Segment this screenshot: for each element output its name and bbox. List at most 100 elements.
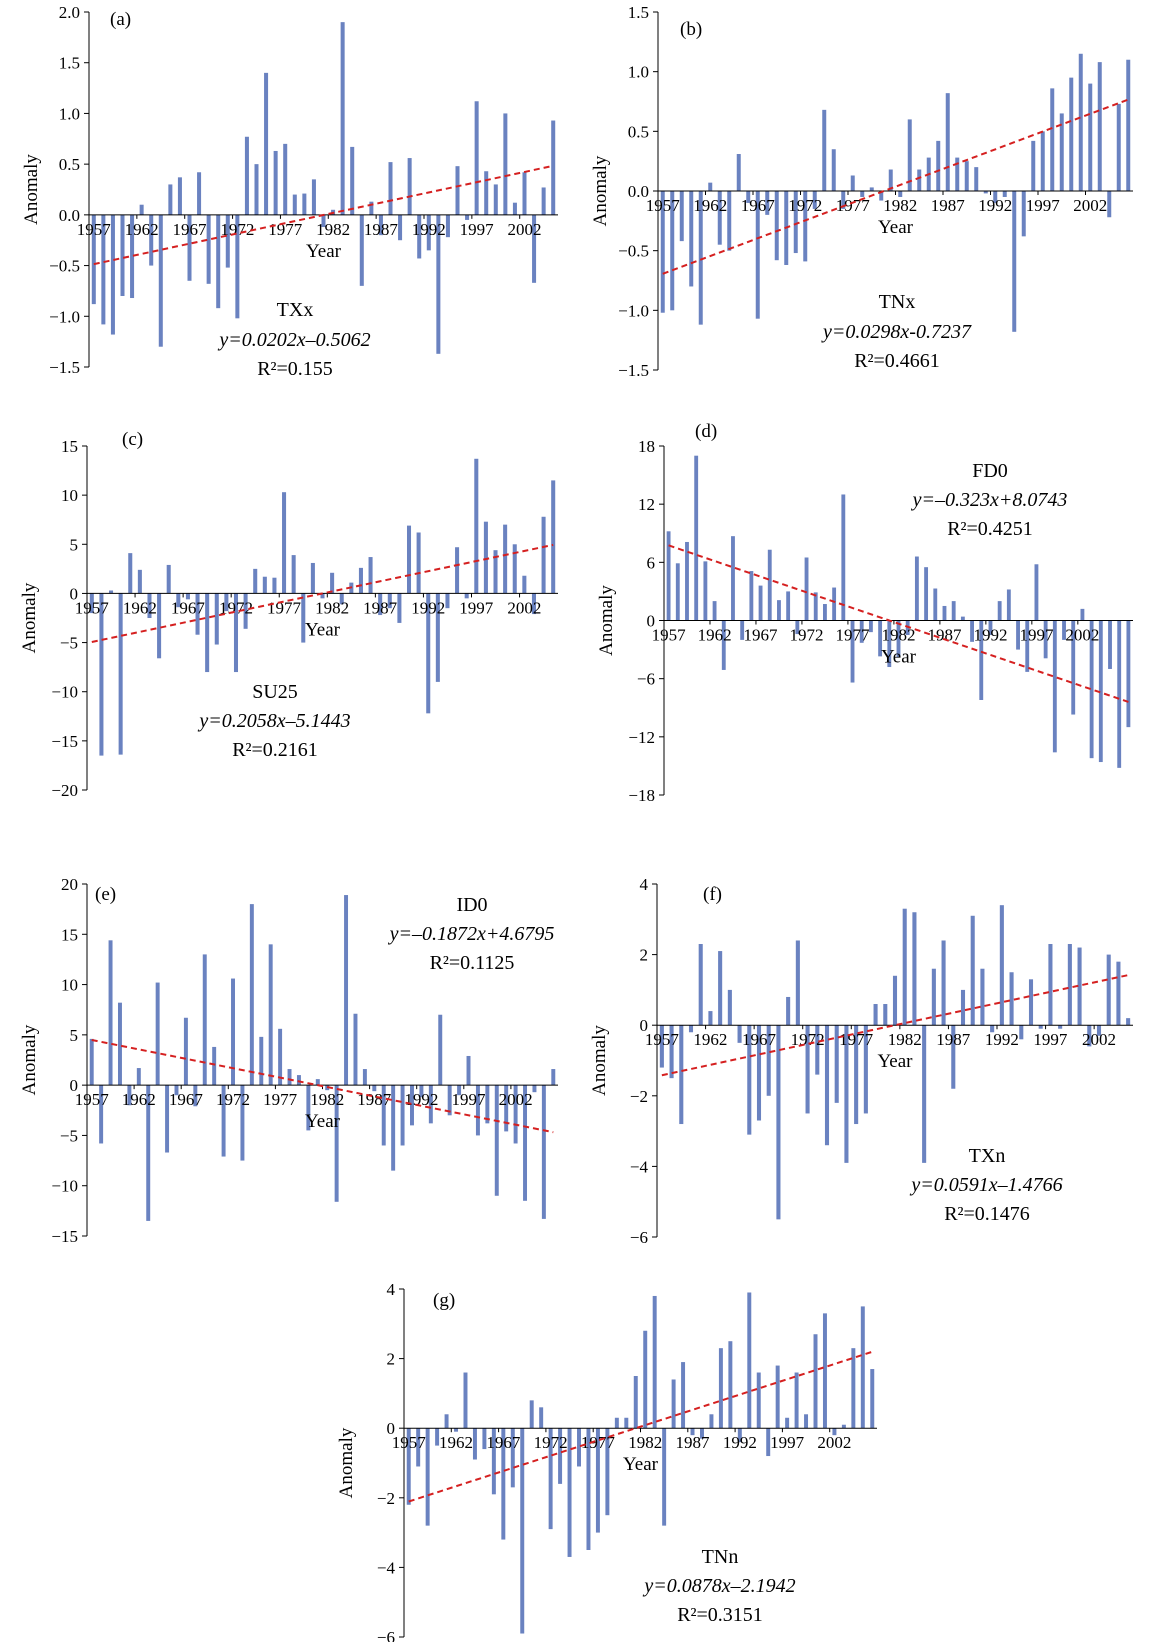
bar-1989 (970, 915, 975, 1026)
bar-1995 (766, 1428, 771, 1457)
bar-1984 (917, 169, 922, 191)
y-tick-label: −2 (377, 1489, 395, 1508)
bar-1993 (747, 1292, 752, 1429)
y-tick-label: −18 (628, 786, 655, 805)
x-tick-label: 1997 (1019, 626, 1054, 645)
bar-1981 (633, 1376, 638, 1429)
panel-label: (g) (433, 1290, 455, 1311)
bar-1999 (804, 1414, 809, 1429)
x-tick-label: 1987 (927, 626, 962, 645)
bar-1972 (804, 557, 809, 621)
bar-1998 (794, 1372, 799, 1429)
bar-1968 (765, 191, 770, 215)
bar-1959 (110, 214, 115, 335)
bar-1960 (118, 593, 123, 755)
r-squared: R²=0.4251 (947, 518, 1033, 540)
bar-1970 (529, 1400, 534, 1429)
bar-2004 (1107, 191, 1112, 218)
x-tick-label: 1957 (645, 1030, 680, 1049)
bar-1963 (718, 951, 723, 1026)
bar-1969 (774, 191, 779, 261)
bar-1966 (491, 1428, 496, 1495)
bar-1975 (262, 576, 267, 594)
bar-1997 (474, 458, 479, 594)
panel-c: −20 −15 −10 −5 0 5 10 15 1957 1962 1967 1972 1977 198… (19, 429, 558, 800)
bar-1997 (1048, 944, 1053, 1026)
bar-1994 (445, 593, 450, 609)
bar-1981 (320, 593, 325, 599)
x-tick-label: 1967 (171, 598, 206, 617)
index-name: ID0 (456, 894, 487, 916)
y-tick-label: 0.5 (59, 155, 80, 174)
bar-1998 (484, 171, 489, 215)
y-axis-label: Anomaly (596, 585, 617, 656)
bar-1970 (786, 996, 791, 1026)
bar-1993 (1009, 972, 1014, 1026)
bar-1999 (1059, 113, 1064, 191)
bar-1990 (974, 167, 979, 191)
bar-1995 (1016, 620, 1020, 650)
bar-1985 (353, 1013, 358, 1086)
bar-1978 (605, 1428, 610, 1516)
bar-2002 (1096, 1025, 1102, 1036)
bar-1961 (698, 191, 703, 325)
bar-1978 (859, 620, 864, 643)
x-axis-label: Year (623, 1454, 659, 1475)
bar-1990 (407, 158, 412, 215)
x-tick-label: 1987 (931, 196, 966, 215)
x-tick-label: 1982 (628, 1433, 662, 1452)
bar-1961 (127, 1085, 132, 1106)
bar-1980 (878, 620, 883, 657)
bar-1998 (1050, 88, 1055, 191)
bar-2002 (513, 1085, 518, 1144)
panel-f: −6 −4 −2 0 2 4 1957 1962 1967 1972 1977 1982 1987 199… (589, 875, 1133, 1247)
bar-1997 (1034, 564, 1039, 621)
index-name: TNn (702, 1546, 739, 1568)
x-tick-label: 1977 (581, 1433, 616, 1452)
bar-1976 (272, 577, 277, 594)
x-tick-label: 1967 (169, 1090, 204, 1109)
trend-line (93, 164, 554, 266)
bar-1969 (520, 1428, 525, 1634)
bar-1967 (187, 214, 192, 281)
x-tick-label: 1962 (439, 1433, 473, 1452)
bar-1995 (447, 1085, 452, 1116)
bar-1966 (177, 177, 182, 215)
bar-1970 (214, 593, 219, 645)
bar-1977 (282, 492, 287, 594)
bar-1965 (737, 1025, 742, 1043)
x-tick-label: 1972 (220, 220, 254, 239)
bar-1992 (999, 905, 1004, 1026)
bar-1994 (1006, 589, 1011, 621)
y-axis-label: Anomaly (590, 155, 611, 226)
bar-1978 (292, 194, 297, 215)
panel-label: (c) (122, 429, 143, 450)
y-tick-label: −15 (51, 1227, 78, 1246)
bar-1969 (206, 214, 211, 284)
panel-g: −6 −4 −2 0 2 4 1957 1962 1967 1972 1977 1982 1987 199… (336, 1280, 877, 1642)
x-tick-label: 1992 (404, 1090, 438, 1109)
x-tick-label: 1962 (122, 1090, 156, 1109)
bar-1982 (896, 620, 901, 658)
bar-1965 (736, 154, 741, 191)
bar-1988 (955, 157, 960, 191)
bar-1960 (694, 455, 699, 621)
y-tick-label: 5 (70, 535, 79, 554)
y-tick-label: 5 (70, 1026, 79, 1045)
x-tick-label: 1992 (411, 598, 445, 617)
bar-2007 (1126, 620, 1131, 728)
bar-1968 (197, 172, 202, 215)
bar-1971 (221, 1085, 226, 1157)
index-name: TXn (969, 1145, 1006, 1167)
x-tick-label: 1972 (791, 1030, 825, 1049)
x-tick-label: 1992 (412, 220, 446, 239)
bar-1994 (445, 214, 450, 238)
bar-1979 (868, 620, 873, 633)
bar-1957 (659, 1025, 664, 1068)
panel-d: −18 −12 −6 0 6 12 18 1957 1962 1967 1972 1977 1982 19… (596, 421, 1133, 805)
bar-1970 (216, 214, 221, 309)
bar-1975 (831, 149, 836, 191)
bar-1977 (854, 1025, 859, 1125)
bar-2005 (860, 1306, 865, 1429)
bar-1989 (397, 593, 402, 623)
